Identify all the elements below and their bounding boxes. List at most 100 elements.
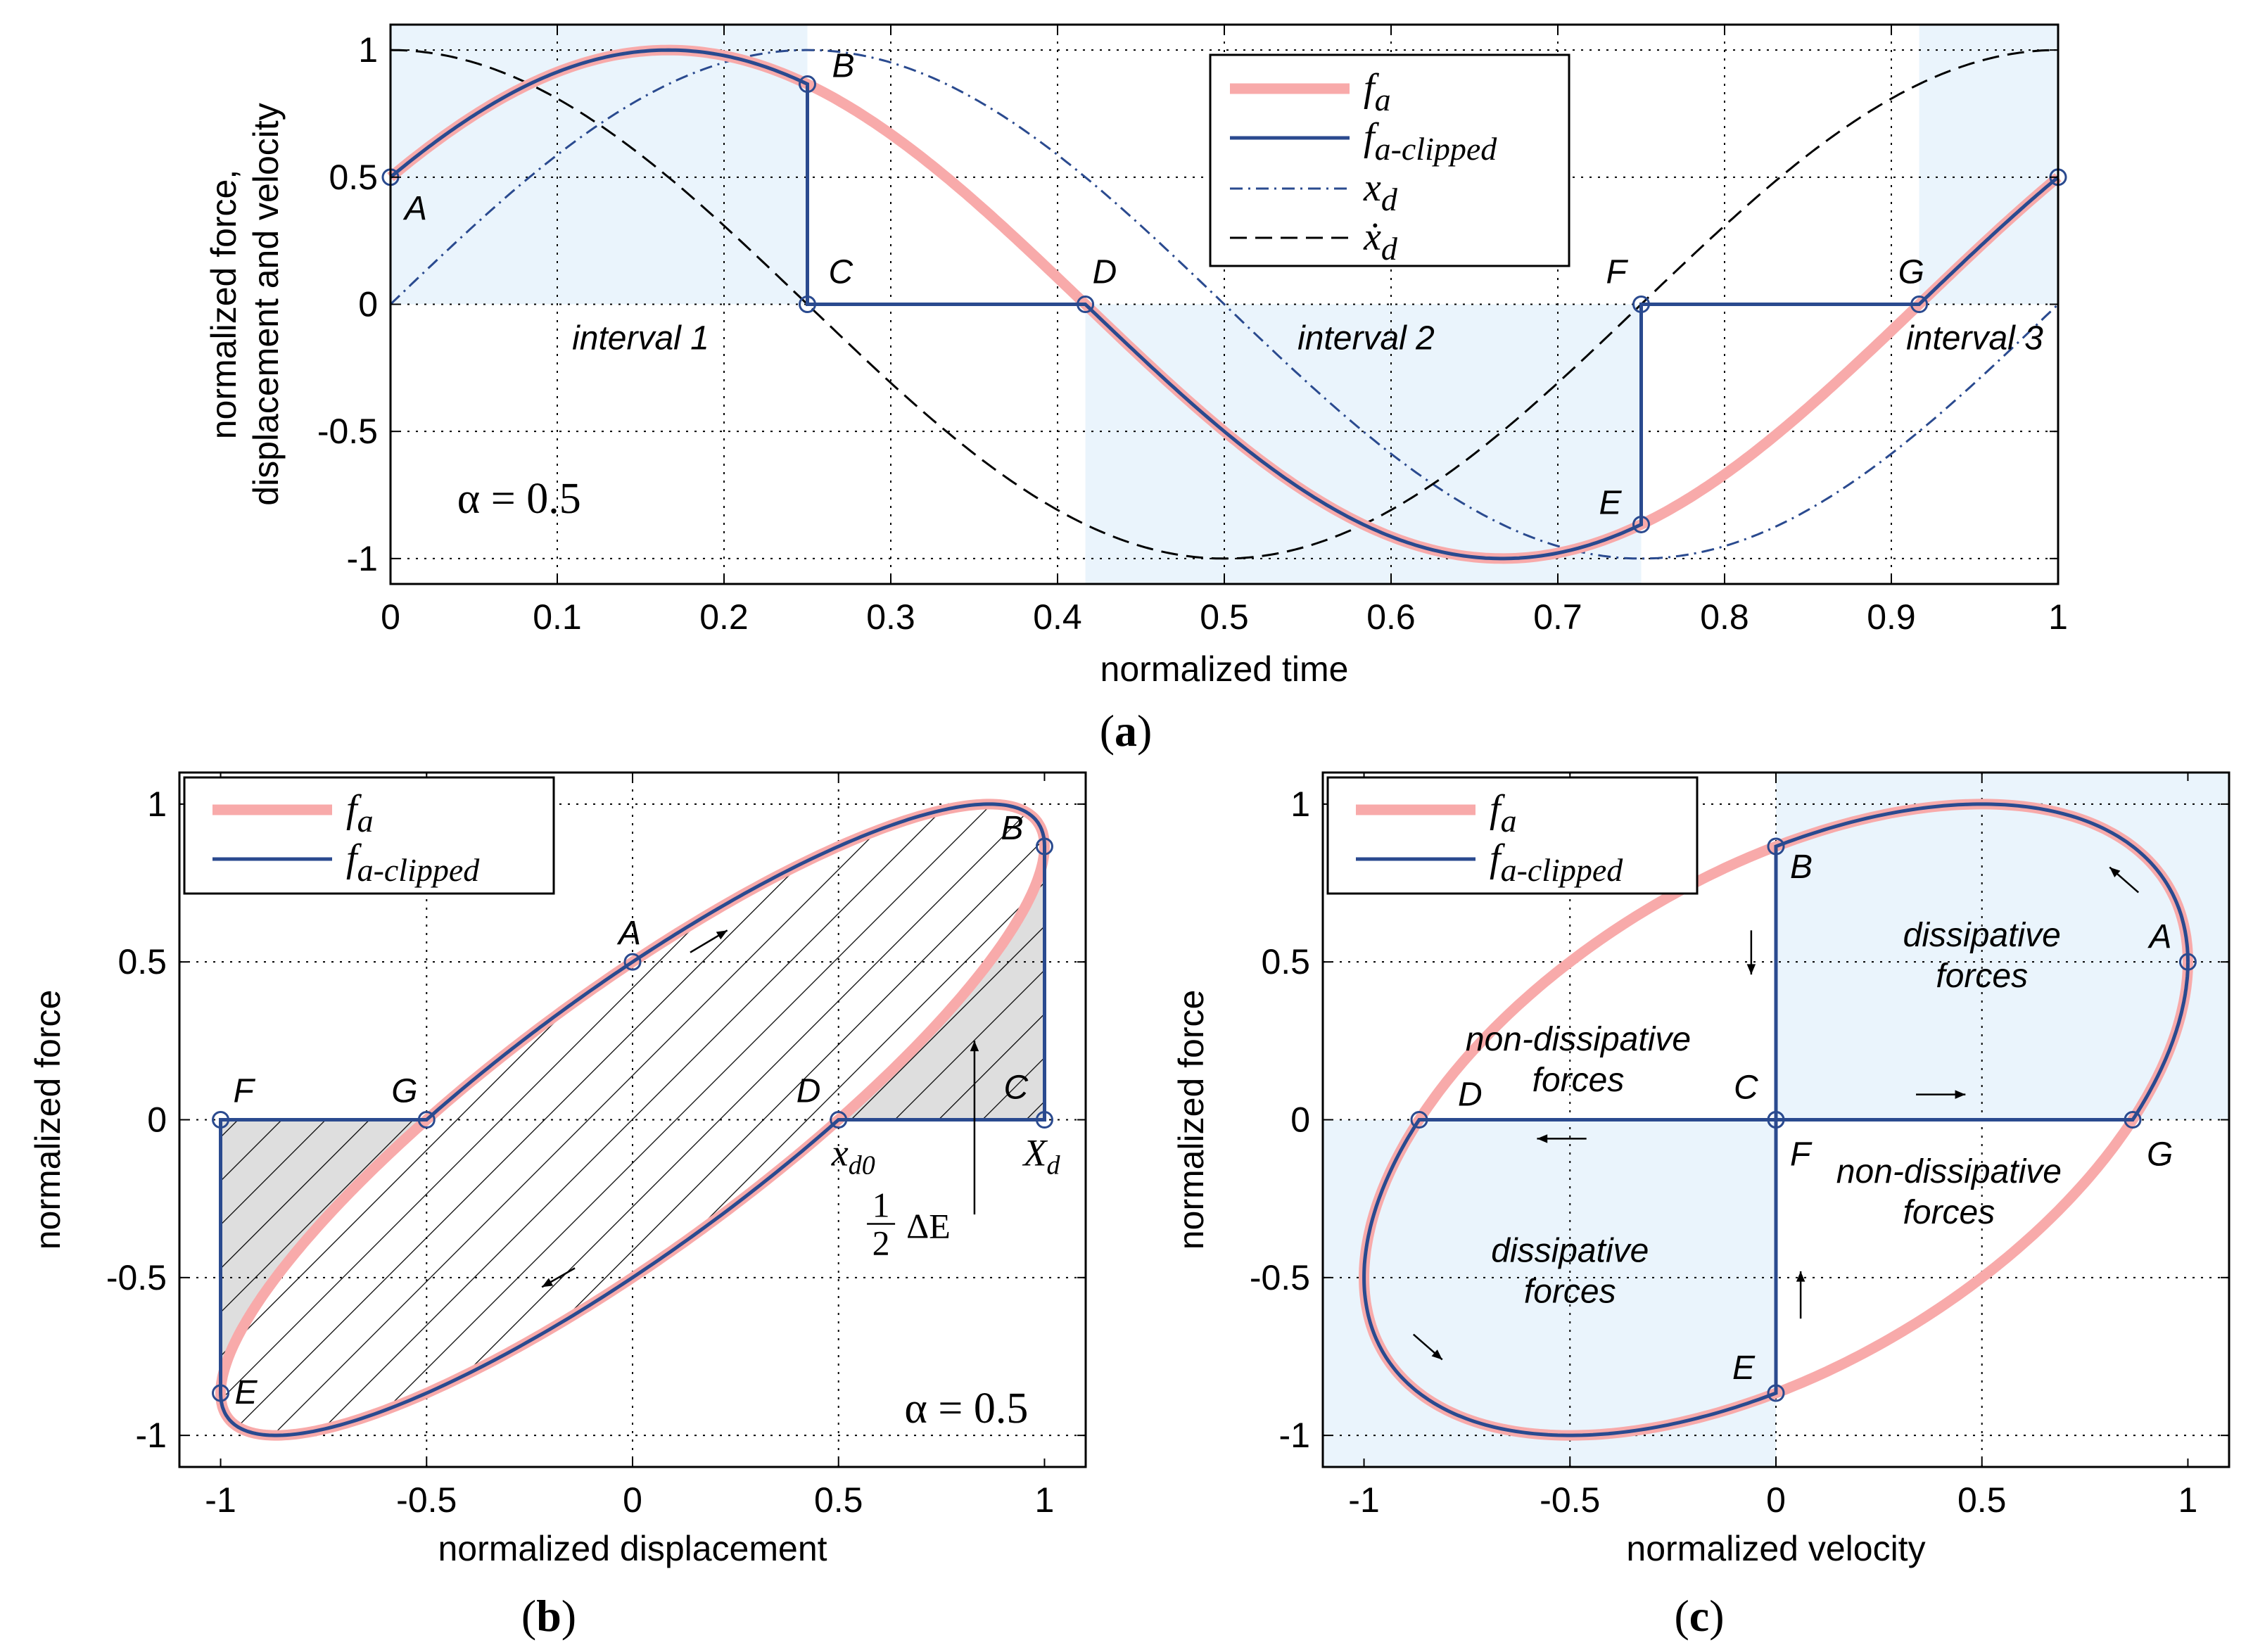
panel-c-direction-arrow-d-head xyxy=(1431,1349,1442,1360)
panel-a-x-tick-label: 0 xyxy=(381,597,400,637)
panel-b-caption: (b) xyxy=(521,1591,576,1641)
panel-b-point-d-label: D xyxy=(797,1073,821,1110)
panel-b-point-e-marker xyxy=(212,1384,230,1402)
panel-a-x-tick-label: 0.7 xyxy=(1533,597,1582,637)
panel-b-direction-arrow-up-head xyxy=(716,930,728,940)
panel-c-x-tick-label: -1 xyxy=(1348,1480,1379,1520)
panel-b-y-tick-label: 1 xyxy=(147,784,167,824)
panel-b-x-tick-label: 1 xyxy=(1035,1480,1055,1520)
panel-b-xd-max-sub: d xyxy=(1046,1150,1060,1180)
panel-c-chart: A B C D E F G -1 -0.5 0 0.5 1 1 0.5 0 -0.5 -1 dissipati… xyxy=(1172,771,2230,1641)
panel-c-caption: (c) xyxy=(1674,1591,1724,1641)
panel-b-axes-frame xyxy=(178,771,1087,1468)
panel-c-caption-letter: c xyxy=(1689,1591,1709,1641)
panel-a-y-axis-label-line-2: displacement and velocity xyxy=(246,103,286,506)
panel-c-point-a-marker xyxy=(2178,953,2197,971)
panel-c-x-tick-label: 0 xyxy=(1766,1480,1786,1520)
panel-a-caption: (a) xyxy=(1100,706,1153,756)
panel-b-legend-label: fa xyxy=(346,787,374,839)
panel-a-x-tick-label: 0.6 xyxy=(1366,597,1416,637)
panel-b-xd-max-label: Xd xyxy=(1022,1131,1060,1180)
panel-c-annotation-line: dissipative xyxy=(1903,917,2061,954)
panel-c-point-g-label: G xyxy=(2147,1136,2173,1174)
panel-a-series-xdot xyxy=(390,49,2059,560)
panel-c-annotation: non-dissipative forces xyxy=(1836,1153,2062,1231)
panel-c-legend-label-subscript: a-clipped xyxy=(1501,852,1624,888)
panel-b-y-tick-label: 0 xyxy=(147,1100,167,1140)
panel-a-series-fa-clipped xyxy=(389,48,2060,561)
panel-c-x-axis-label: normalized velocity xyxy=(1626,1529,1925,1568)
panel-a-legend-label-subscript: d xyxy=(1381,182,1398,217)
panel-b-legend-label-subscript: a xyxy=(357,803,374,839)
panel-b-point-f-label: F xyxy=(234,1073,256,1110)
panel-b-xd0-label: xd0 xyxy=(831,1131,875,1180)
panel-a-legend-label-main: x xyxy=(1363,166,1381,210)
panel-b-point-f-marker xyxy=(212,1111,230,1129)
panel-a-chart: A B C D E F G 0 0.1 0.2 0.3 0.4 0.5 0.6 0.7 0.8 0.9 1 1 0.… xyxy=(204,23,2068,756)
panel-b-caption-letter: b xyxy=(536,1591,561,1641)
panel-c-point-c-label: C xyxy=(1734,1069,1758,1107)
panel-b-legend-label-subscript: a-clipped xyxy=(357,852,481,888)
panel-a-point-b-label: B xyxy=(832,48,855,85)
panel-c-x-tick-label: -0.5 xyxy=(1540,1480,1600,1520)
panel-a-y-tick-label: 1 xyxy=(358,30,378,70)
panel-c-direction-arrow-a-head xyxy=(2109,867,2121,877)
panel-b-point-a-marker xyxy=(623,953,642,971)
panel-c-y-axis-label: normalized force xyxy=(1172,990,1211,1250)
panel-a-point-g-marker xyxy=(1910,296,1929,313)
panel-b-xd-max-main: X xyxy=(1022,1131,1048,1174)
panel-c-y-tick-label: -1 xyxy=(1279,1416,1310,1455)
panel-c-direction-arrow-right-head xyxy=(1955,1090,1966,1099)
panel-c-annotation-line: forces xyxy=(1903,1194,1995,1231)
panel-a-point-c-marker xyxy=(799,296,816,313)
panel-b-point-g-marker xyxy=(417,1111,436,1129)
panel-a-y-tick-label: -1 xyxy=(347,539,378,578)
panel-b-point-c-marker xyxy=(1035,1111,1053,1129)
panel-c-annotation-line: forces xyxy=(1532,1062,1625,1099)
panel-c-y-tick-label: 0 xyxy=(1290,1100,1310,1140)
panel-a-axes-frame xyxy=(389,23,2060,585)
panel-c-point-e-label: E xyxy=(1732,1349,1756,1387)
panel-b-x-tick-label: -1 xyxy=(205,1480,236,1520)
panel-b-xd0-sub: d0 xyxy=(849,1150,875,1180)
panel-a-y-tick-label: -0.5 xyxy=(317,412,378,451)
panel-c-point-f-marker xyxy=(1767,1111,1785,1129)
panel-c-point-d-marker xyxy=(1410,1111,1428,1129)
panel-a-point-f-label: F xyxy=(1606,254,1629,291)
panel-c-point-b-label: B xyxy=(1790,849,1813,886)
panel-a-x-tick-label: 0.2 xyxy=(699,597,749,637)
panel-c-annotation: dissipative forces xyxy=(1491,1232,1649,1310)
panel-c-point-e-marker xyxy=(1767,1384,1785,1402)
panel-b-point-a-label: A xyxy=(616,915,641,952)
panel-a-shaded-interval xyxy=(391,25,808,305)
panel-a-x-tick-label: 0.9 xyxy=(1867,597,1916,637)
panel-a-point-d-label: D xyxy=(1093,254,1117,291)
panel-a-point-a-label: A xyxy=(402,190,427,227)
panel-c-series-fa-clipped xyxy=(1362,802,2190,1437)
panel-c-legend-label-subscript: a xyxy=(1501,803,1517,839)
panel-a-annotation: interval 2 xyxy=(1297,319,1435,357)
panel-b-x-tick-label: 0.5 xyxy=(814,1480,863,1520)
panel-a-y-axis-label-line-1: normalized force, xyxy=(204,170,243,440)
panel-b-point-d-marker xyxy=(830,1111,848,1129)
panel-b-y-tick-label: -0.5 xyxy=(106,1258,167,1297)
panel-b-xd0-main: x xyxy=(831,1131,849,1174)
panel-c-axes-frame xyxy=(1321,771,2230,1468)
panel-c-y-tick-label: -0.5 xyxy=(1250,1258,1310,1297)
panel-a-legend-label-subscript: a-clipped xyxy=(1375,131,1498,167)
panel-a-y-tick-label: 0 xyxy=(358,285,378,324)
panel-c-shaded-quadrant xyxy=(1323,1119,1776,1467)
panel-b-legend-box xyxy=(183,776,555,895)
panel-c-point-f-label: F xyxy=(1790,1136,1813,1174)
panel-c-point-a-label: A xyxy=(2147,918,2171,955)
panel-a-point-g-label: G xyxy=(1898,254,1924,291)
panel-b-y-tick-label: -1 xyxy=(136,1416,167,1455)
panel-a-series-xd xyxy=(389,49,2060,560)
panel-c-annotation-line: non-dissipative xyxy=(1836,1153,2062,1190)
panel-a-shaded-interval xyxy=(1919,25,2058,305)
panel-c-annotation: non-dissipative forces xyxy=(1466,1021,1691,1099)
